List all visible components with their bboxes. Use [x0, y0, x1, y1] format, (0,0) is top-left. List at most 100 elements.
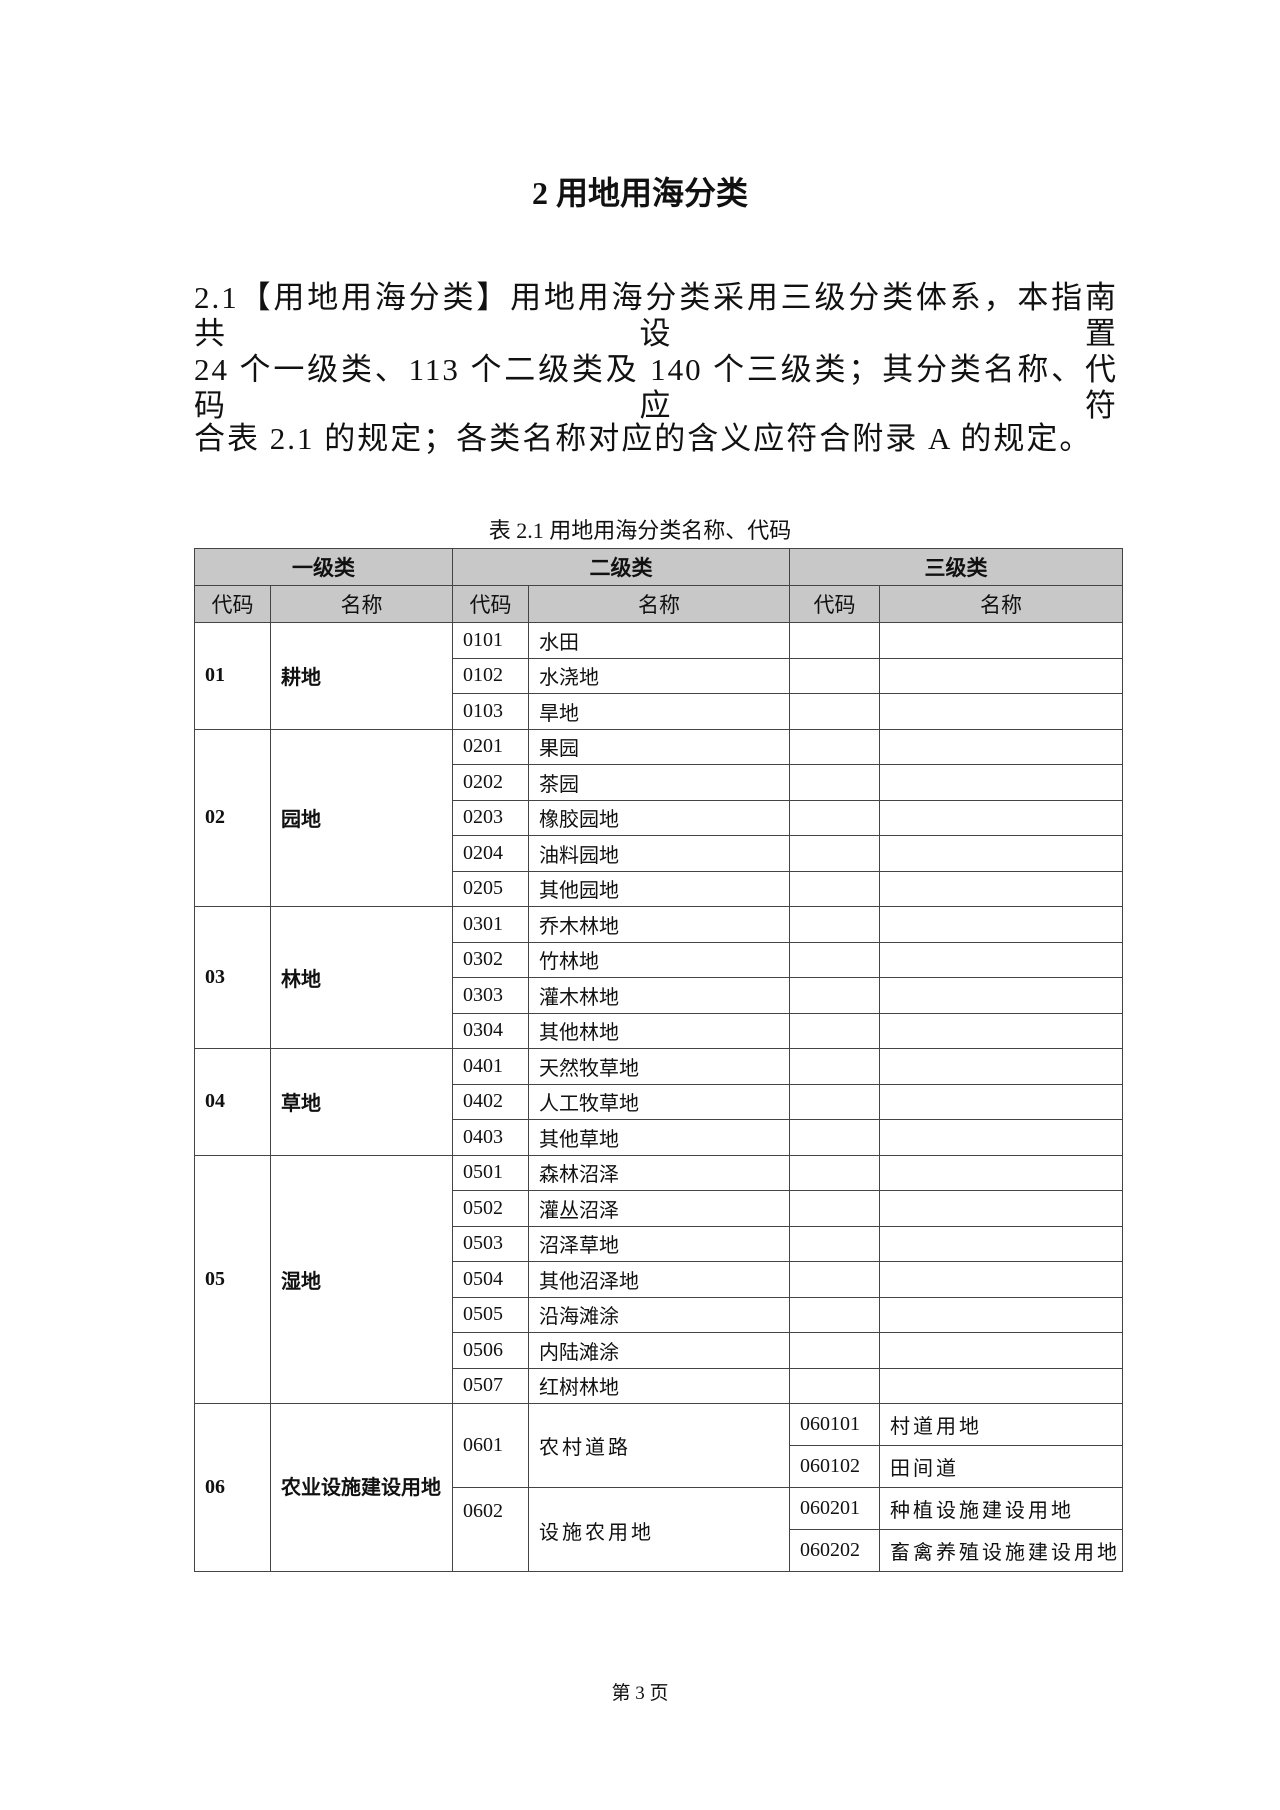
level2-code: 0301: [452, 906, 529, 943]
table-row: 0203 橡胶园地: [195, 799, 1123, 836]
level3-name: [879, 1367, 1123, 1404]
level2-code: 0205: [452, 870, 529, 907]
table-row: 0102 水浇地: [195, 657, 1123, 694]
table-row: 0506 内陆滩涂: [195, 1332, 1123, 1369]
table-row: 04 草地 0401 天然牧草地: [194, 1048, 1123, 1156]
level3-name: [879, 1296, 1123, 1333]
level3-code: [789, 728, 880, 765]
level3-code: [789, 1332, 880, 1369]
level2-name: 竹林地: [528, 941, 790, 978]
level3-code: 060201: [789, 1487, 880, 1530]
level2-name: 其他沼泽地: [528, 1261, 790, 1298]
level3-code: [789, 1367, 880, 1404]
level3-code: [789, 1154, 880, 1191]
level1-code: 02: [194, 728, 271, 907]
level1-name: 草地: [270, 1048, 453, 1156]
level2-name: 茶园: [528, 764, 790, 801]
level3-name: 种植设施建设用地: [879, 1487, 1123, 1530]
level3-name: [879, 1083, 1123, 1120]
level2-code: 0303: [452, 977, 529, 1014]
level3-name: 村道用地: [879, 1403, 1123, 1446]
header-name: 名称: [879, 585, 1123, 623]
level2-code: 0501: [452, 1154, 529, 1191]
level2-name: 乔木林地: [528, 906, 790, 943]
table-row: 0402 人工牧草地: [195, 1083, 1123, 1120]
table-row: 0205 其他园地: [195, 870, 1123, 907]
level3-code: 060202: [789, 1529, 880, 1572]
table-row: 02 园地 0201 果园: [194, 728, 1123, 907]
level3-name: 田间道: [879, 1445, 1123, 1488]
level2-name: 其他园地: [528, 870, 790, 907]
level2-code: 0403: [452, 1119, 529, 1156]
level3-code: 060101: [789, 1403, 880, 1446]
level3-code: [789, 870, 880, 907]
level3-code: [789, 1083, 880, 1120]
level2-code: 0201: [452, 728, 529, 765]
table-row: 0303 灌木林地: [195, 977, 1123, 1014]
level1-name: 林地: [270, 906, 453, 1049]
level2-name: 果园: [528, 728, 790, 765]
level3-code: [789, 1048, 880, 1085]
level3-code: [789, 693, 880, 730]
level2-name: 灌丛沼泽: [528, 1190, 790, 1227]
table-caption: 表 2.1 用地用海分类名称、代码: [488, 518, 792, 543]
paragraph-line-2: 24 个一级类、113 个二级类及 140 个三级类；其分类名称、代码应符: [194, 352, 1118, 423]
header-name: 名称: [528, 585, 790, 623]
level3-name: [879, 835, 1123, 872]
table-row: 0503 沼泽草地: [195, 1225, 1123, 1262]
level2-code: 0507: [452, 1367, 529, 1404]
level3-code: [789, 799, 880, 836]
level3-name: [879, 1261, 1123, 1298]
level2-name: 水浇地: [528, 657, 790, 694]
level2-code: 0204: [452, 835, 529, 872]
level3-name: [879, 764, 1123, 801]
header-level-2: 二级类: [452, 548, 790, 586]
table-row: 060202 畜禽养殖设施建设用地: [195, 1529, 1123, 1572]
level3-name: [879, 693, 1123, 730]
level3-name: [879, 622, 1123, 659]
section-title: 2 用地用海分类: [531, 175, 748, 211]
level3-code: [789, 657, 880, 694]
clause-label: 2.1【用地用海分类】: [194, 280, 511, 315]
level2-code: 0102: [452, 657, 529, 694]
level2-code: 0505: [452, 1296, 529, 1333]
level2-code: 0202: [452, 764, 529, 801]
level1-code: 05: [194, 1154, 271, 1404]
table-row: 0202 茶园: [195, 764, 1123, 801]
level3-code: [789, 1296, 880, 1333]
level3-code: [789, 622, 880, 659]
level2-name: 橡胶园地: [528, 799, 790, 836]
level1-code: 01: [194, 622, 271, 730]
level3-code: [789, 941, 880, 978]
table-row: 0302 竹林地: [195, 941, 1123, 978]
table-row: 060102 田间道: [195, 1445, 1123, 1488]
table-row: 0602 设施农用地 060201 种植设施建设用地: [195, 1487, 1123, 1572]
level3-name: [879, 1190, 1123, 1227]
header-name: 名称: [270, 585, 453, 623]
level2-name: 森林沼泽: [528, 1154, 790, 1191]
level3-code: [789, 1012, 880, 1049]
level3-name: [879, 1119, 1123, 1156]
level2-code: 0103: [452, 693, 529, 730]
level2-name: 天然牧草地: [528, 1048, 790, 1085]
level3-code: [789, 1261, 880, 1298]
level3-name: [879, 1225, 1123, 1262]
level1-code: 06: [194, 1403, 271, 1572]
level3-name: 畜禽养殖设施建设用地: [879, 1529, 1123, 1572]
level3-name: [879, 1012, 1123, 1049]
level2-code: 0502: [452, 1190, 529, 1227]
level2-code: 0402: [452, 1083, 529, 1120]
level2-name: 沿海滩涂: [528, 1296, 790, 1333]
level3-code: [789, 1225, 880, 1262]
level3-code: [789, 1190, 880, 1227]
level2-code: 0503: [452, 1225, 529, 1262]
level2-name: 灌木林地: [528, 977, 790, 1014]
paragraph-line-1: 2.1【用地用海分类】用地用海分类采用三级分类体系，本指南共设置: [194, 280, 1119, 351]
level2-name: 设施农用地: [528, 1487, 790, 1572]
level3-name: [879, 799, 1123, 836]
level3-name: [879, 870, 1123, 907]
level2-code: 0302: [452, 941, 529, 978]
table-row: 01 耕地 0101 水田: [194, 622, 1123, 730]
table-row: 0304 其他林地: [195, 1012, 1123, 1049]
level1-name: 农业设施建设用地: [270, 1403, 453, 1572]
